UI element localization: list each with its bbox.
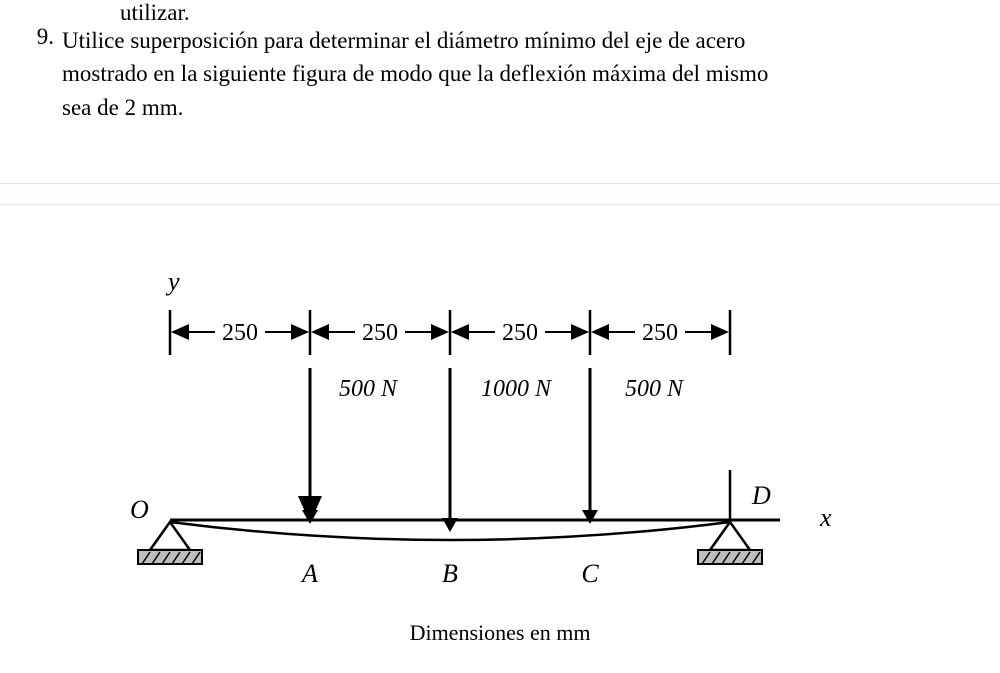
axis-x-label: x	[819, 503, 832, 532]
dim-3: 250	[502, 320, 538, 346]
dim-2: 250	[362, 320, 398, 346]
point-b: B	[442, 559, 458, 588]
point-c: C	[581, 559, 599, 588]
previous-item-cutoff: utilizar.	[120, 0, 190, 26]
origin-label: O	[130, 495, 149, 524]
stmt-line1: Utilice superposición para determinar el…	[62, 28, 745, 53]
axis-y-label: y	[165, 270, 180, 296]
force-b: 1000 N	[481, 376, 553, 402]
force-c: 500 N	[625, 376, 685, 402]
figure-caption: Dimensiones en mm	[0, 620, 1000, 646]
point-a: A	[300, 559, 318, 588]
horizontal-separator	[0, 183, 1000, 205]
dim-1: 250	[222, 320, 258, 346]
problem-number: 9.	[18, 24, 62, 124]
beam-figure: y 250 250 250 250	[120, 270, 880, 640]
end-label: D	[751, 481, 771, 510]
stmt-line2: mostrado en la siguiente figura de modo …	[62, 61, 768, 86]
dim-4: 250	[642, 320, 678, 346]
problem-statement: 9. Utilice superposición para determinar…	[18, 24, 978, 124]
problem-text: Utilice superposición para determinar el…	[62, 24, 978, 124]
force-a: 500 N	[339, 376, 399, 402]
stmt-line3: sea de 2 mm.	[62, 95, 183, 120]
